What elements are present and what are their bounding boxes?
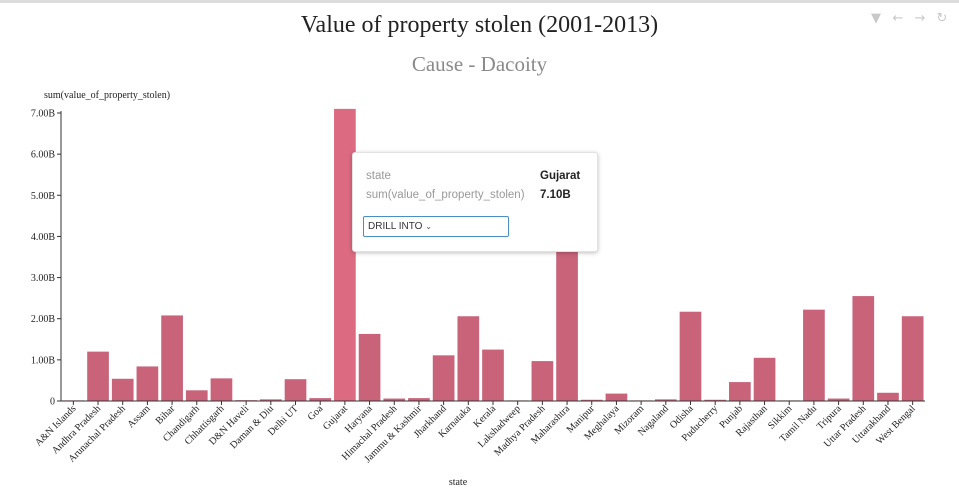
x-tick-label: Assam	[125, 403, 152, 430]
bar[interactable]	[482, 349, 504, 401]
bar[interactable]	[753, 357, 776, 401]
bar[interactable]	[334, 108, 356, 401]
bar[interactable]	[852, 296, 875, 401]
bar[interactable]	[136, 366, 159, 401]
bar[interactable]	[704, 399, 727, 401]
y-tick-label: 4.00B	[31, 232, 56, 243]
drill-into-dropdown[interactable]: DRILL INTO ⌄	[363, 216, 509, 237]
y-tick-label: 1.00B	[31, 355, 56, 366]
bar[interactable]	[827, 398, 850, 401]
tooltip: state Gujarat sum(value_of_property_stol…	[352, 152, 598, 252]
tooltip-state-value: Gujarat	[540, 170, 581, 182]
bars	[62, 108, 924, 401]
top-border	[0, 0, 959, 3]
chart-subtitle: Cause - Dacoity	[411, 52, 548, 76]
y-tick-label: 0	[50, 397, 55, 408]
bar[interactable]	[161, 315, 183, 401]
bar[interactable]	[556, 234, 578, 401]
x-axis-label: state	[449, 477, 468, 488]
bar[interactable]	[654, 399, 677, 401]
bar[interactable]	[259, 399, 282, 401]
drill-into-label: DRILL INTO	[368, 221, 423, 232]
bar[interactable]	[901, 316, 924, 401]
filter-icon[interactable]: ▼	[871, 10, 881, 26]
bar[interactable]	[531, 361, 554, 401]
bar[interactable]	[457, 316, 480, 401]
bar[interactable]	[309, 398, 332, 401]
chart-toolbar: ▼ ← → ↻	[869, 10, 949, 26]
bar[interactable]	[210, 378, 233, 401]
bar[interactable]	[383, 398, 406, 401]
y-axis-label: sum(value_of_property_stolen)	[44, 90, 171, 101]
y-axis: 0 1.00B 2.00B 3.00B 4.00B 5.00B 6.00B 7.00B	[31, 109, 62, 408]
forward-arrow-icon[interactable]: →	[914, 10, 926, 26]
bar[interactable]	[580, 399, 603, 401]
tooltip-state-key: state	[366, 170, 391, 182]
bar[interactable]	[87, 351, 109, 401]
bar[interactable]	[284, 379, 307, 401]
x-tick-label: Goa	[306, 403, 326, 423]
y-tick-label: 3.00B	[31, 273, 56, 284]
bar[interactable]	[729, 382, 751, 401]
bar[interactable]	[605, 393, 628, 401]
y-tick-label: 2.00B	[31, 314, 56, 325]
refresh-icon[interactable]: ↻	[936, 10, 948, 26]
tooltip-measure-key: sum(value_of_property_stolen)	[366, 189, 525, 201]
bar[interactable]	[111, 378, 134, 401]
bar[interactable]	[679, 311, 702, 401]
bar[interactable]	[432, 355, 455, 401]
y-tick-label: 5.00B	[31, 191, 56, 202]
y-tick-label: 6.00B	[31, 150, 56, 161]
chevron-down-icon: ⌄	[425, 222, 432, 231]
back-arrow-icon[interactable]: ←	[892, 10, 904, 26]
tooltip-measure-value: 7.10B	[540, 189, 571, 201]
bar[interactable]	[408, 398, 430, 401]
y-tick-label: 7.00B	[31, 109, 56, 120]
bar[interactable]	[803, 309, 825, 401]
bar[interactable]	[185, 390, 208, 401]
bar[interactable]	[877, 392, 899, 401]
bar[interactable]	[358, 333, 381, 401]
chart-title: Value of property stolen (2001-2013)	[300, 12, 659, 38]
